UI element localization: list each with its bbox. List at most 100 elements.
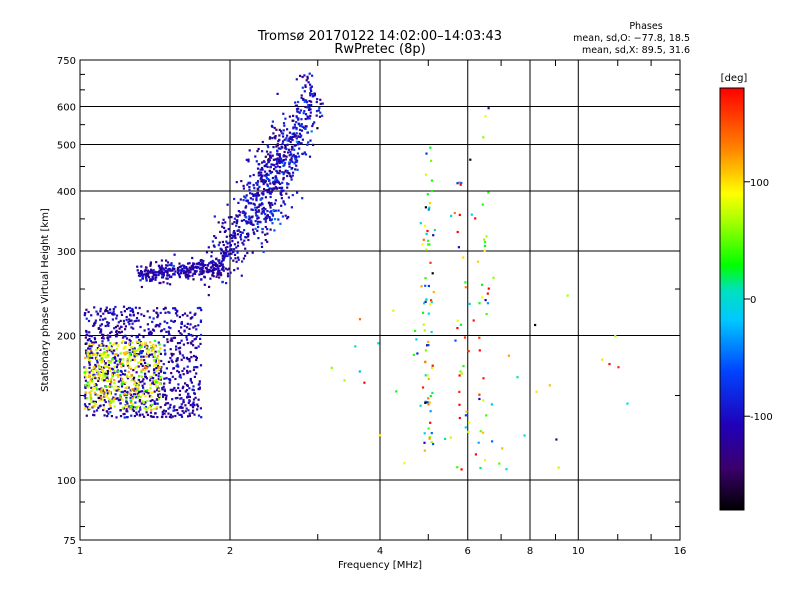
data-point bbox=[287, 172, 290, 175]
data-point bbox=[153, 382, 156, 386]
data-point bbox=[240, 219, 243, 222]
data-point bbox=[105, 365, 109, 368]
data-point bbox=[472, 319, 475, 322]
data-point bbox=[299, 124, 302, 128]
data-point bbox=[131, 408, 134, 411]
data-point bbox=[458, 374, 461, 377]
data-point bbox=[128, 318, 131, 321]
data-point bbox=[130, 334, 133, 338]
data-point bbox=[176, 412, 179, 415]
data-point bbox=[106, 336, 109, 339]
data-point bbox=[213, 215, 216, 218]
data-point bbox=[307, 116, 310, 119]
data-point bbox=[484, 240, 487, 244]
data-point bbox=[87, 354, 90, 357]
data-point bbox=[158, 343, 161, 346]
data-point bbox=[105, 306, 108, 309]
data-point bbox=[235, 215, 239, 218]
data-point bbox=[271, 213, 274, 216]
data-point bbox=[160, 269, 163, 272]
data-point bbox=[130, 414, 133, 417]
data-point bbox=[182, 269, 185, 272]
data-point bbox=[222, 218, 225, 221]
data-point bbox=[228, 241, 231, 244]
data-point bbox=[188, 399, 191, 402]
data-point bbox=[457, 246, 460, 249]
data-point bbox=[164, 403, 167, 406]
data-point bbox=[111, 318, 114, 321]
data-point bbox=[122, 413, 125, 416]
data-point bbox=[102, 344, 105, 347]
data-point bbox=[117, 399, 120, 402]
data-point bbox=[300, 142, 303, 145]
data-point bbox=[158, 359, 161, 362]
data-point bbox=[172, 409, 175, 412]
data-point bbox=[270, 163, 273, 166]
data-point bbox=[96, 372, 100, 375]
data-point bbox=[226, 242, 229, 245]
data-point bbox=[233, 234, 236, 237]
data-point bbox=[149, 411, 153, 414]
data-point bbox=[430, 432, 433, 435]
scatter-points bbox=[83, 72, 629, 471]
data-point bbox=[138, 274, 142, 278]
data-point bbox=[304, 84, 307, 87]
data-point bbox=[416, 352, 419, 355]
data-point bbox=[88, 371, 91, 374]
data-point bbox=[184, 270, 187, 273]
data-point bbox=[102, 379, 105, 382]
data-point bbox=[265, 177, 269, 180]
data-point bbox=[330, 366, 333, 369]
data-point bbox=[103, 399, 106, 402]
data-point bbox=[245, 222, 248, 225]
data-point bbox=[93, 410, 96, 413]
data-point bbox=[236, 244, 240, 247]
data-point bbox=[321, 114, 324, 117]
data-point bbox=[170, 359, 173, 362]
data-point bbox=[172, 367, 175, 370]
data-point bbox=[166, 282, 169, 285]
data-point bbox=[166, 274, 169, 277]
data-point bbox=[174, 312, 178, 315]
data-point bbox=[225, 254, 228, 257]
data-point bbox=[184, 390, 187, 393]
data-point bbox=[109, 401, 112, 404]
data-point bbox=[566, 294, 569, 297]
data-point bbox=[105, 377, 108, 380]
data-point bbox=[106, 334, 109, 337]
data-point bbox=[290, 159, 293, 162]
data-point bbox=[283, 124, 286, 127]
data-point bbox=[424, 349, 427, 352]
data-point bbox=[226, 254, 229, 257]
data-point bbox=[244, 196, 247, 199]
data-point bbox=[280, 160, 283, 163]
data-point bbox=[192, 278, 195, 281]
data-point bbox=[186, 371, 189, 375]
data-point bbox=[426, 374, 429, 377]
data-point bbox=[144, 341, 147, 344]
data-point bbox=[192, 368, 195, 371]
data-point bbox=[169, 413, 172, 416]
data-point bbox=[211, 240, 214, 243]
data-point bbox=[230, 248, 233, 251]
data-point bbox=[173, 336, 177, 339]
data-point bbox=[429, 410, 432, 413]
data-point bbox=[180, 269, 183, 272]
data-point bbox=[245, 220, 248, 223]
data-point bbox=[104, 395, 107, 398]
data-point bbox=[144, 394, 147, 397]
data-point bbox=[134, 387, 137, 390]
data-point bbox=[248, 149, 251, 152]
data-point bbox=[183, 367, 186, 370]
data-point bbox=[150, 408, 153, 411]
data-point bbox=[309, 114, 312, 117]
data-point bbox=[130, 346, 133, 349]
data-point bbox=[478, 302, 481, 305]
data-point bbox=[237, 210, 240, 213]
data-point bbox=[132, 393, 136, 396]
data-point bbox=[300, 96, 303, 100]
data-point bbox=[140, 313, 143, 316]
data-point bbox=[131, 397, 134, 400]
data-point bbox=[147, 348, 151, 351]
data-point bbox=[423, 432, 426, 435]
